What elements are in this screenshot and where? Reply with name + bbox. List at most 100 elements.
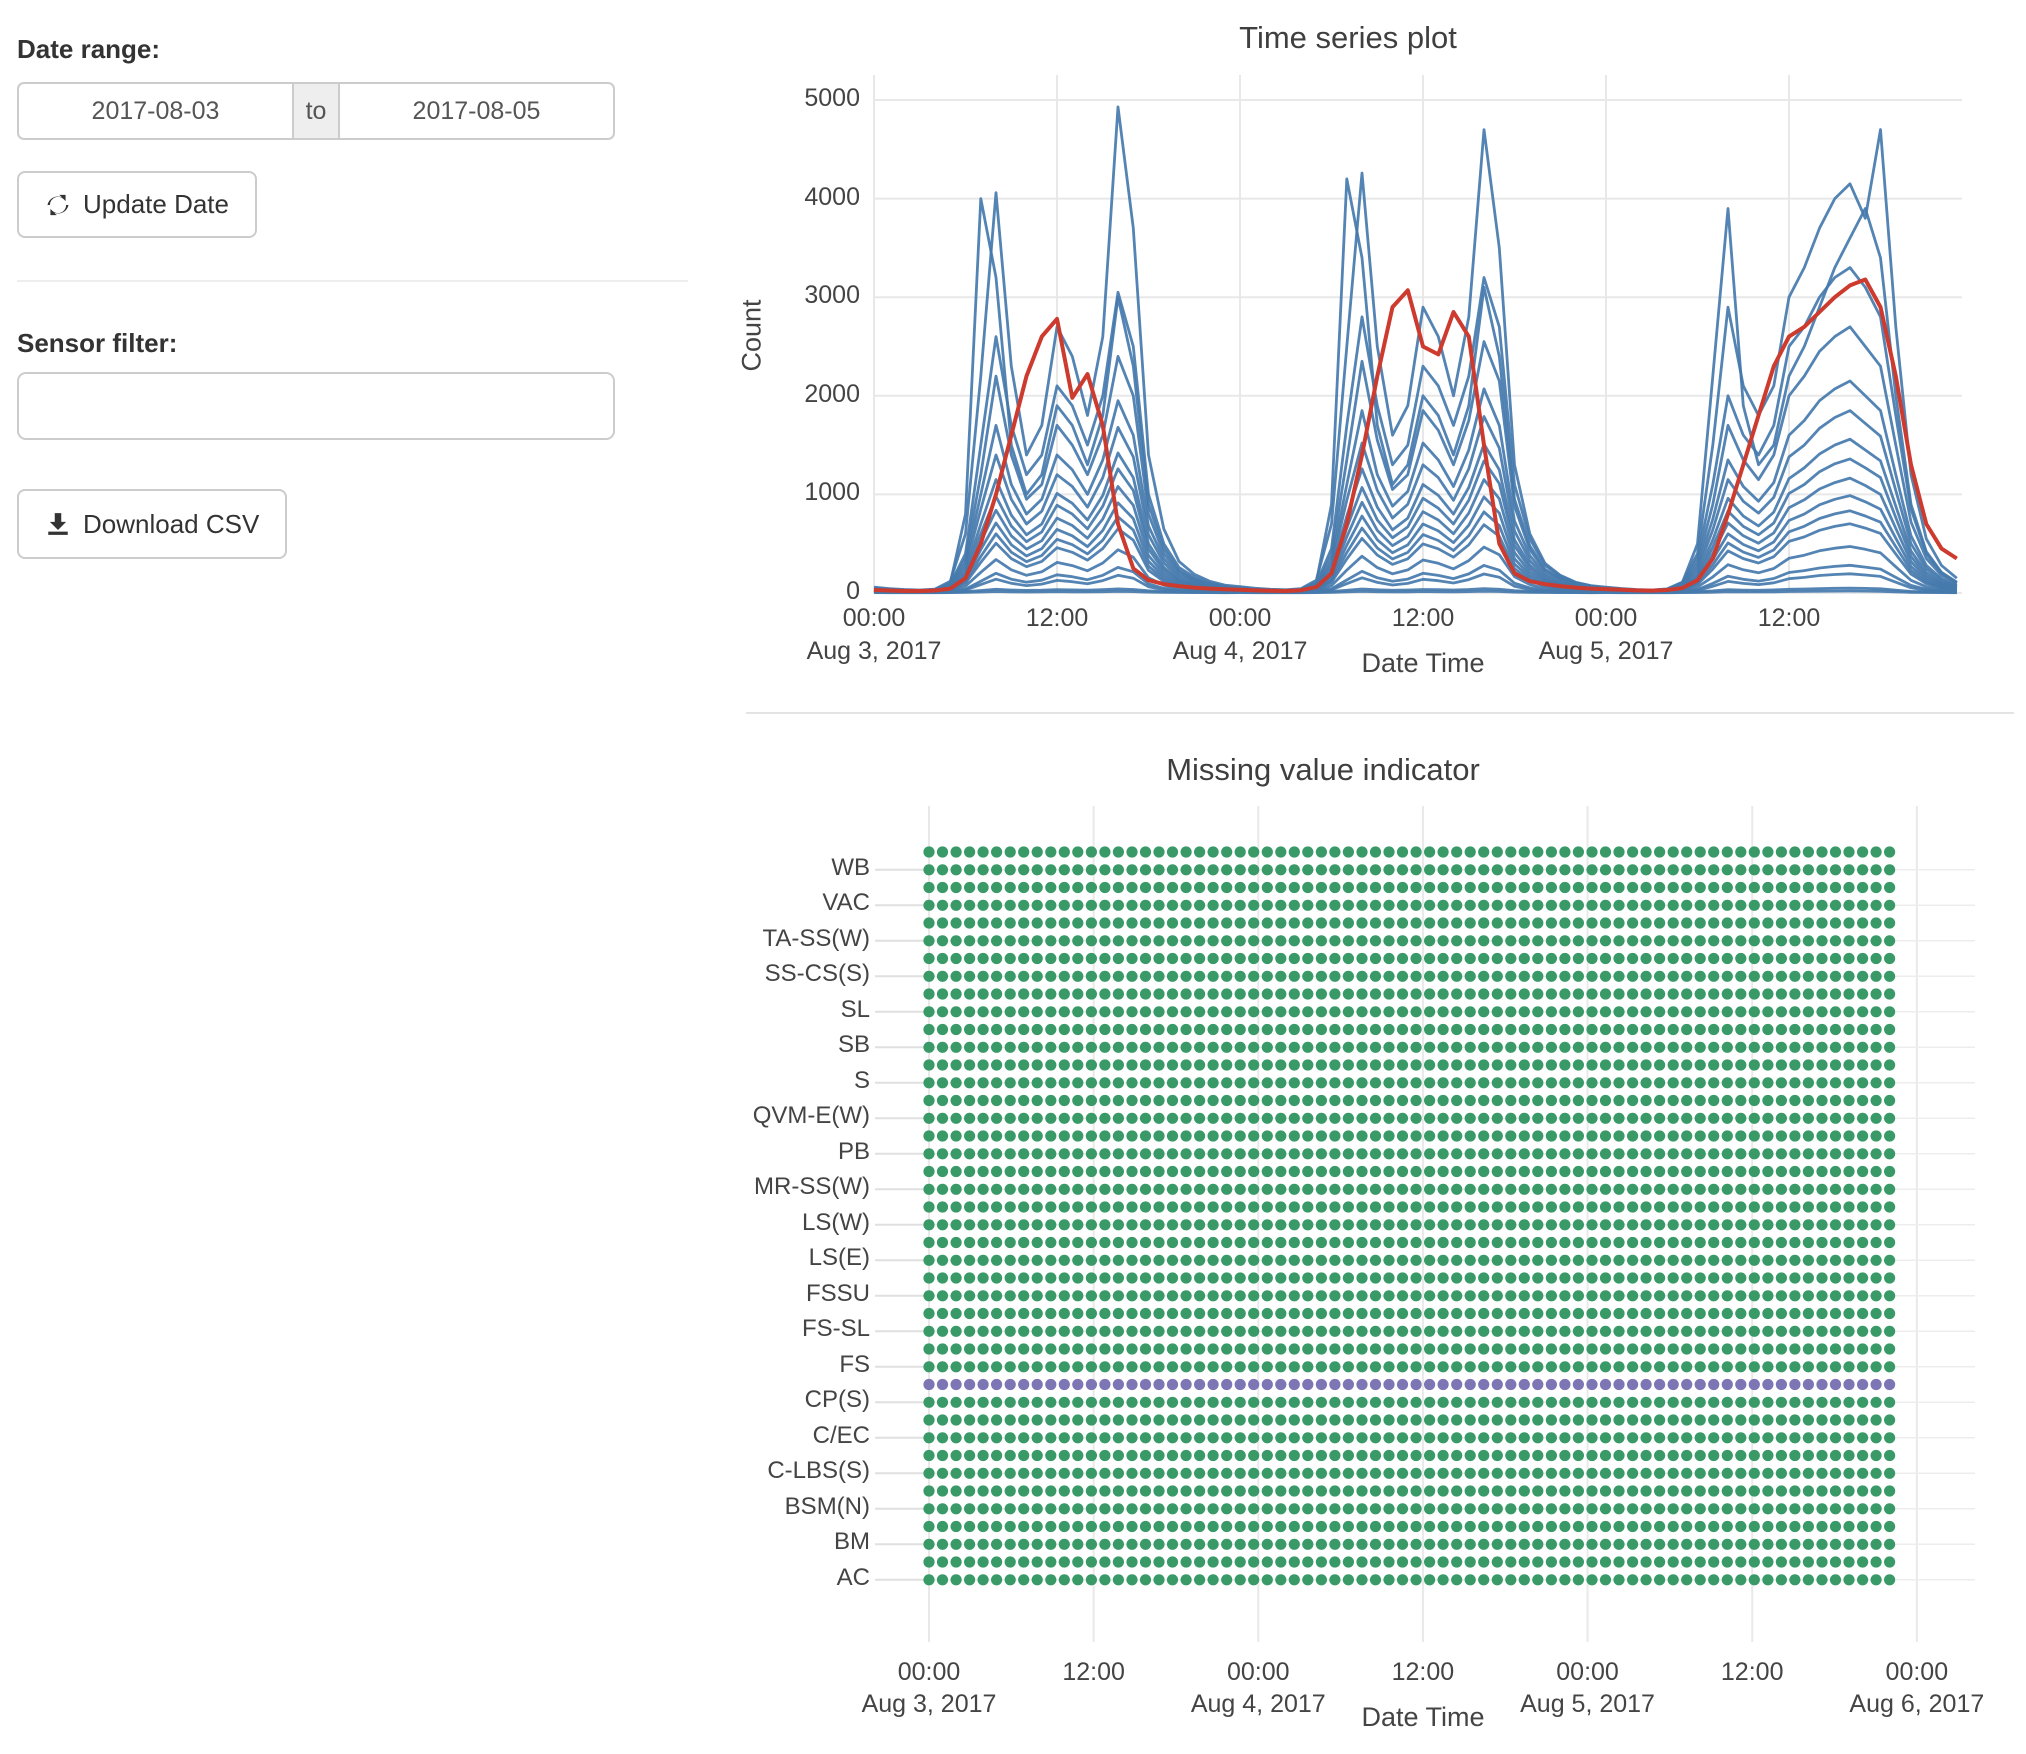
mv-dot: [936, 1023, 949, 1036]
mv-dot: [1180, 970, 1192, 982]
mv-dot: [923, 864, 935, 876]
mv-dot: [1342, 988, 1354, 1000]
mv-dot: [1112, 1325, 1124, 1337]
mv-dot: [1613, 1538, 1625, 1550]
mv-dot: [1884, 1272, 1896, 1284]
mv-dot: [1816, 1254, 1828, 1266]
mv-dot: [1654, 1272, 1666, 1284]
mv-dot: [1491, 1059, 1503, 1071]
mv-dot: [1153, 1006, 1165, 1018]
mv-dot: [1369, 1023, 1382, 1036]
mv-dot: [1640, 899, 1652, 911]
mv-dot: [1451, 1290, 1463, 1302]
mv-dot: [1058, 1574, 1070, 1586]
mv-dot: [1627, 846, 1639, 858]
update-date-button[interactable]: Update Date: [17, 171, 257, 238]
mv-dot: [1153, 1165, 1165, 1178]
mv-dot: [1829, 1165, 1842, 1178]
mv-dot: [1789, 1325, 1801, 1337]
mv-dot: [1829, 1254, 1842, 1266]
mv-dot: [1424, 1307, 1436, 1320]
mv-dot: [1099, 864, 1111, 876]
mv-x-tick-time: 12:00: [1720, 1658, 1784, 1686]
mv-dot: [1505, 952, 1517, 965]
mv-dot: [1748, 1520, 1760, 1533]
mv-dot: [1329, 935, 1341, 947]
mv-dot: [1329, 1520, 1341, 1533]
mv-dot: [1058, 1041, 1070, 1053]
mv-dot: [1112, 1520, 1124, 1533]
mv-dot: [1221, 846, 1233, 858]
mv-dot: [1153, 1396, 1165, 1408]
mv-dot: [1816, 1006, 1828, 1018]
mv-dot: [1369, 1112, 1382, 1124]
mv-dot: [1586, 1130, 1598, 1142]
mv-dot: [1153, 1236, 1165, 1249]
mv-dot: [1491, 1290, 1503, 1302]
mv-dot: [1681, 1023, 1693, 1036]
mv-dot: [1315, 1094, 1327, 1107]
download-csv-button[interactable]: Download CSV: [17, 489, 288, 559]
mv-dot: [1126, 1485, 1138, 1497]
mv-dot: [1464, 1094, 1476, 1107]
mv-dot: [1613, 1272, 1625, 1284]
mv-dot: [1627, 1183, 1639, 1195]
mv-dot: [1383, 1254, 1395, 1266]
mv-dot: [1396, 1183, 1409, 1195]
mv-dot: [1329, 1219, 1341, 1231]
mv-dot: [1194, 846, 1206, 858]
mv-dot: [1708, 1077, 1720, 1089]
mv-dot: [1816, 1574, 1828, 1586]
mv-dot: [1288, 1325, 1300, 1337]
mv-dot: [1613, 988, 1625, 1000]
mv-dot: [1654, 1378, 1666, 1391]
mv-dot: [1112, 1272, 1124, 1284]
mv-dot: [1356, 1006, 1368, 1018]
mv-dot: [1234, 1343, 1246, 1355]
mv-dot: [1857, 1396, 1869, 1408]
mv-dot: [1532, 1467, 1544, 1479]
mv-dot: [1356, 881, 1368, 894]
sensor-filter-input[interactable]: [17, 372, 615, 440]
mv-dot: [1640, 1467, 1652, 1479]
mv-dot: [1410, 917, 1422, 929]
mv-dot: [1194, 1112, 1206, 1124]
mv-dot: [1288, 1307, 1300, 1320]
mv-dot: [1207, 1414, 1219, 1426]
mv-dot: [1870, 1325, 1882, 1337]
mv-dot: [1085, 864, 1097, 876]
ts-x-tick-date: Aug 3, 2017: [806, 637, 942, 665]
mv-dot: [1640, 970, 1652, 982]
mv-dot: [1099, 846, 1111, 858]
mv-dot: [1857, 1449, 1869, 1462]
mv-dot: [1518, 935, 1530, 947]
mv-dot: [1775, 1290, 1787, 1302]
mv-dot: [1829, 935, 1842, 947]
mv-dot: [1721, 917, 1733, 929]
mv-dot: [1166, 970, 1179, 982]
mv-dot: [1153, 1059, 1165, 1071]
mv-dot: [1085, 899, 1097, 911]
mv-dot: [1789, 1041, 1801, 1053]
mv-dot: [1518, 917, 1530, 929]
mv-dot: [1004, 1414, 1016, 1426]
mv-dot: [1194, 1219, 1206, 1231]
mv-dot: [1018, 1325, 1030, 1337]
mv-dot: [1058, 1538, 1070, 1550]
mv-dot: [1085, 1112, 1097, 1124]
mv-dot: [950, 1254, 962, 1266]
mv-dot: [1369, 1467, 1382, 1479]
date-end-input[interactable]: [340, 82, 615, 140]
mv-dot: [991, 935, 1003, 947]
mv-dot: [1342, 1148, 1354, 1160]
mv-dot: [1559, 1307, 1571, 1320]
mv-dot: [1424, 1041, 1436, 1053]
mv-dot: [1018, 899, 1030, 911]
mv-dot: [1667, 1520, 1679, 1533]
mv-dot: [1031, 1574, 1043, 1586]
date-start-input[interactable]: [17, 82, 292, 140]
mv-dot: [1004, 1325, 1016, 1337]
mv-dot: [1681, 1183, 1693, 1195]
